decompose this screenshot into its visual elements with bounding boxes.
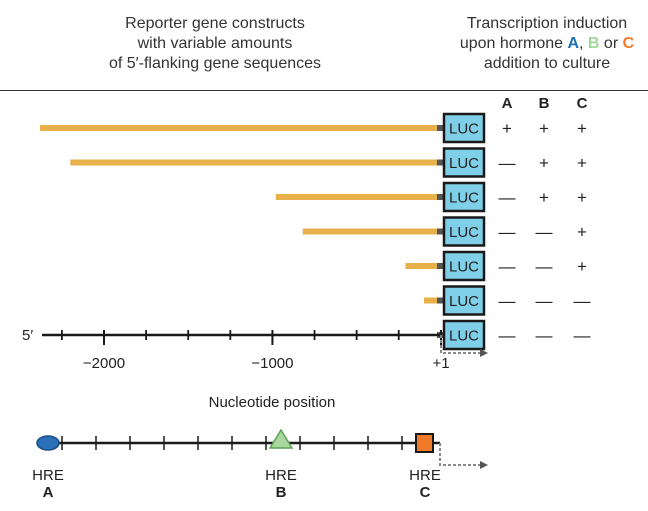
separator-1: , <box>579 35 588 52</box>
construct-bar-2 <box>70 159 442 166</box>
hre-b-marker <box>268 428 294 449</box>
construct-bar-3 <box>275 194 441 200</box>
hre-hormone-a: A <box>43 484 54 501</box>
luc-box-2 <box>442 147 486 178</box>
axis-tick-label: −2000 <box>83 355 125 372</box>
luc-box-5 <box>442 250 486 282</box>
induction-7-b: — <box>536 326 553 345</box>
construct-connector-3 <box>437 194 445 200</box>
hre-hormone-b: B <box>276 484 287 501</box>
induction-3-b: + <box>539 188 549 207</box>
induction-6-a: — <box>499 292 516 311</box>
constructs-header-line1: Reporter gene constructs <box>125 15 305 32</box>
induction-prefix: upon hormone <box>459 35 568 52</box>
induction-4-c: + <box>577 223 587 242</box>
construct-bar-4 <box>302 228 441 235</box>
hre-a-marker <box>36 435 60 451</box>
induction-header-line2: upon hormone A, B or C <box>432 34 648 54</box>
axis-tick-label: −1000 <box>251 355 293 372</box>
hre-label-a: HRE <box>32 467 64 484</box>
hre-c-marker <box>415 433 434 453</box>
induction-3-a: — <box>499 188 516 207</box>
luc-label-5: LUC <box>449 259 479 276</box>
induction-3-c: + <box>577 188 587 207</box>
induction-2-a: — <box>499 154 516 173</box>
map-arrowhead <box>480 461 488 469</box>
construct-connector-1 <box>437 125 445 131</box>
induction-2-c: + <box>577 154 587 173</box>
induction-1-c: + <box>577 119 587 138</box>
induction-6-b: — <box>536 292 553 311</box>
construct-connector-4 <box>437 228 445 235</box>
induction-5-b: — <box>536 257 553 276</box>
constructs-header: Reporter gene constructs with variable a… <box>70 14 360 74</box>
construct-connector-2 <box>437 159 445 166</box>
map-start-arrow <box>439 443 482 466</box>
induction-5-c: + <box>577 257 587 276</box>
hormone-c-label: C <box>622 35 635 52</box>
luc-box-4 <box>442 216 486 247</box>
column-header-b: B <box>539 95 550 112</box>
axis-tick-label: +1 <box>432 355 449 372</box>
induction-1-a: + <box>502 119 512 138</box>
constructs-header-line2: with variable amounts <box>137 35 293 52</box>
luc-box-7 <box>442 319 486 351</box>
transcription-arrowhead <box>480 349 488 357</box>
column-header-c: C <box>577 95 588 112</box>
luc-label-6: LUC <box>449 293 479 310</box>
hormone-a-label: A <box>567 35 580 52</box>
separator-2: or <box>599 35 623 52</box>
construct-connector-5 <box>437 263 445 269</box>
luc-label-4: LUC <box>449 224 479 241</box>
axis-5prime-label: 5′ <box>22 327 33 344</box>
construct-connector-6 <box>437 297 445 304</box>
luc-label-2: LUC <box>449 155 479 172</box>
hormone-b-label: B <box>587 35 600 52</box>
luc-box-1 <box>442 112 486 144</box>
luc-label-7: LUC <box>449 328 479 345</box>
induction-2-b: + <box>539 154 549 173</box>
header-divider <box>0 90 648 91</box>
induction-7-a: — <box>499 326 516 345</box>
induction-5-a: — <box>499 257 516 276</box>
induction-header: Transcription induction upon hormone A, … <box>432 14 648 74</box>
hre-hormone-c: C <box>420 484 431 501</box>
hre-label-b: HRE <box>265 467 297 484</box>
induction-header-line1: Transcription induction <box>466 15 628 32</box>
constructs-header-line3: of 5′-flanking gene sequences <box>108 55 322 72</box>
column-header-a: A <box>502 95 513 112</box>
induction-7-c: — <box>574 326 591 345</box>
induction-4-a: — <box>499 223 516 242</box>
construct-bar-6 <box>423 297 441 304</box>
induction-1-b: + <box>539 119 549 138</box>
transcription-start-arrow <box>440 335 482 354</box>
induction-6-c: — <box>574 292 591 311</box>
luc-label-1: LUC <box>449 121 479 138</box>
axis-title: Nucleotide position <box>209 394 336 411</box>
luc-box-3 <box>442 181 486 213</box>
hre-label-c: HRE <box>409 467 441 484</box>
induction-header-line3: addition to culture <box>483 55 611 72</box>
construct-bar-1 <box>40 125 441 131</box>
construct-bar-5 <box>405 263 441 269</box>
induction-4-b: — <box>536 223 553 242</box>
luc-box-6 <box>442 285 486 316</box>
luc-label-3: LUC <box>449 190 479 207</box>
